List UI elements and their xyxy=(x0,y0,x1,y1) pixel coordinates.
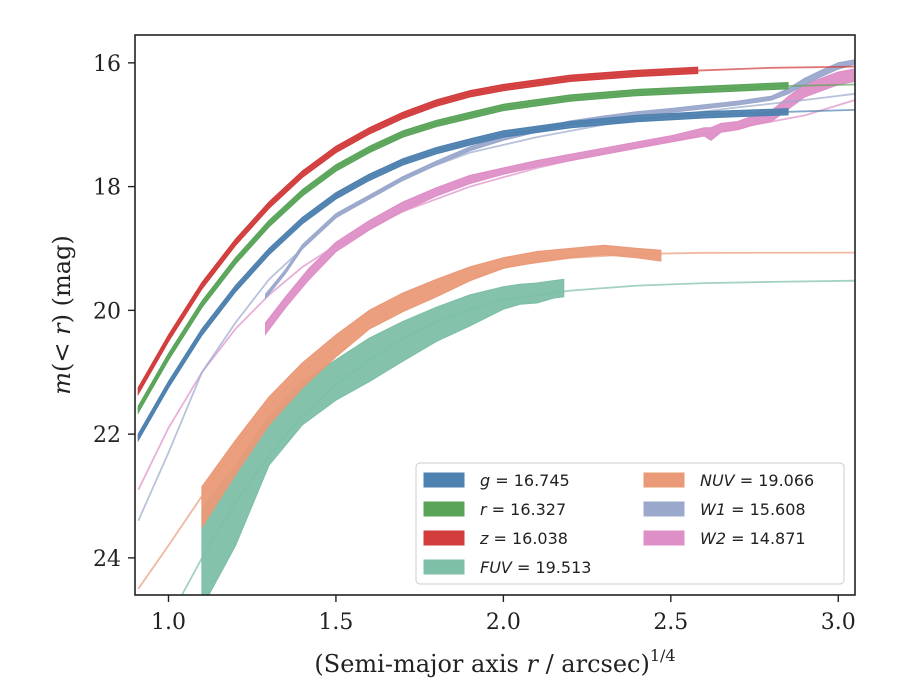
observed-band-z xyxy=(137,66,699,397)
legend-swatch-w1 xyxy=(643,501,685,517)
legend-swatch-z xyxy=(423,530,465,546)
series-layer xyxy=(137,59,855,595)
legend-label-fuv: FUV = 19.513 xyxy=(480,558,591,577)
observed-band-w2 xyxy=(265,68,855,336)
y-tick-label: 20 xyxy=(93,299,121,324)
y-tick-label: 16 xyxy=(93,52,121,77)
x-tick-label: 1.0 xyxy=(151,610,186,635)
observed-band-w1 xyxy=(265,59,855,300)
legend-label-r: r = 16.327 xyxy=(480,500,566,519)
x-tick-label: 3.0 xyxy=(821,610,856,635)
legend-swatch-w2 xyxy=(643,530,685,546)
legend-swatch-g xyxy=(423,472,465,488)
legend-label-g: g = 16.745 xyxy=(480,471,570,490)
observed-band-g xyxy=(137,107,789,443)
legend-label-nuv: NUV = 19.066 xyxy=(700,471,814,490)
x-tick-label: 1.5 xyxy=(318,610,353,635)
axis-ticks: 1.0 1.5 2.0 2.5 3.0 16 18 20 22 24 xyxy=(93,52,856,635)
legend-label-z: z = 16.038 xyxy=(479,529,568,548)
observed-band-r xyxy=(137,81,789,415)
x-tick-label: 2.0 xyxy=(486,610,521,635)
x-tick-label: 2.5 xyxy=(653,610,688,635)
legend-swatch-fuv xyxy=(423,559,465,575)
legend-swatch-r xyxy=(423,501,465,517)
y-tick-label: 18 xyxy=(93,176,121,201)
legend-label-w1: W1 = 15.608 xyxy=(700,500,806,519)
observed-band-fuv xyxy=(201,278,565,595)
legend-box xyxy=(415,462,845,585)
observed-band-nuv xyxy=(201,244,662,529)
legend: g = 16.745 r = 16.327 z = 16.038 FUV = 19.5… xyxy=(415,462,845,585)
y-axis-title: m(< r) (mag) xyxy=(48,235,76,395)
plot-frame xyxy=(134,34,856,596)
x-axis-title: (Semi-major axis r / arcsec)1/4 xyxy=(314,646,675,678)
legend-label-w2: W2 = 14.871 xyxy=(700,529,806,548)
y-tick-label: 22 xyxy=(93,423,121,448)
legend-swatch-nuv xyxy=(643,472,685,488)
y-tick-label: 24 xyxy=(93,547,121,572)
